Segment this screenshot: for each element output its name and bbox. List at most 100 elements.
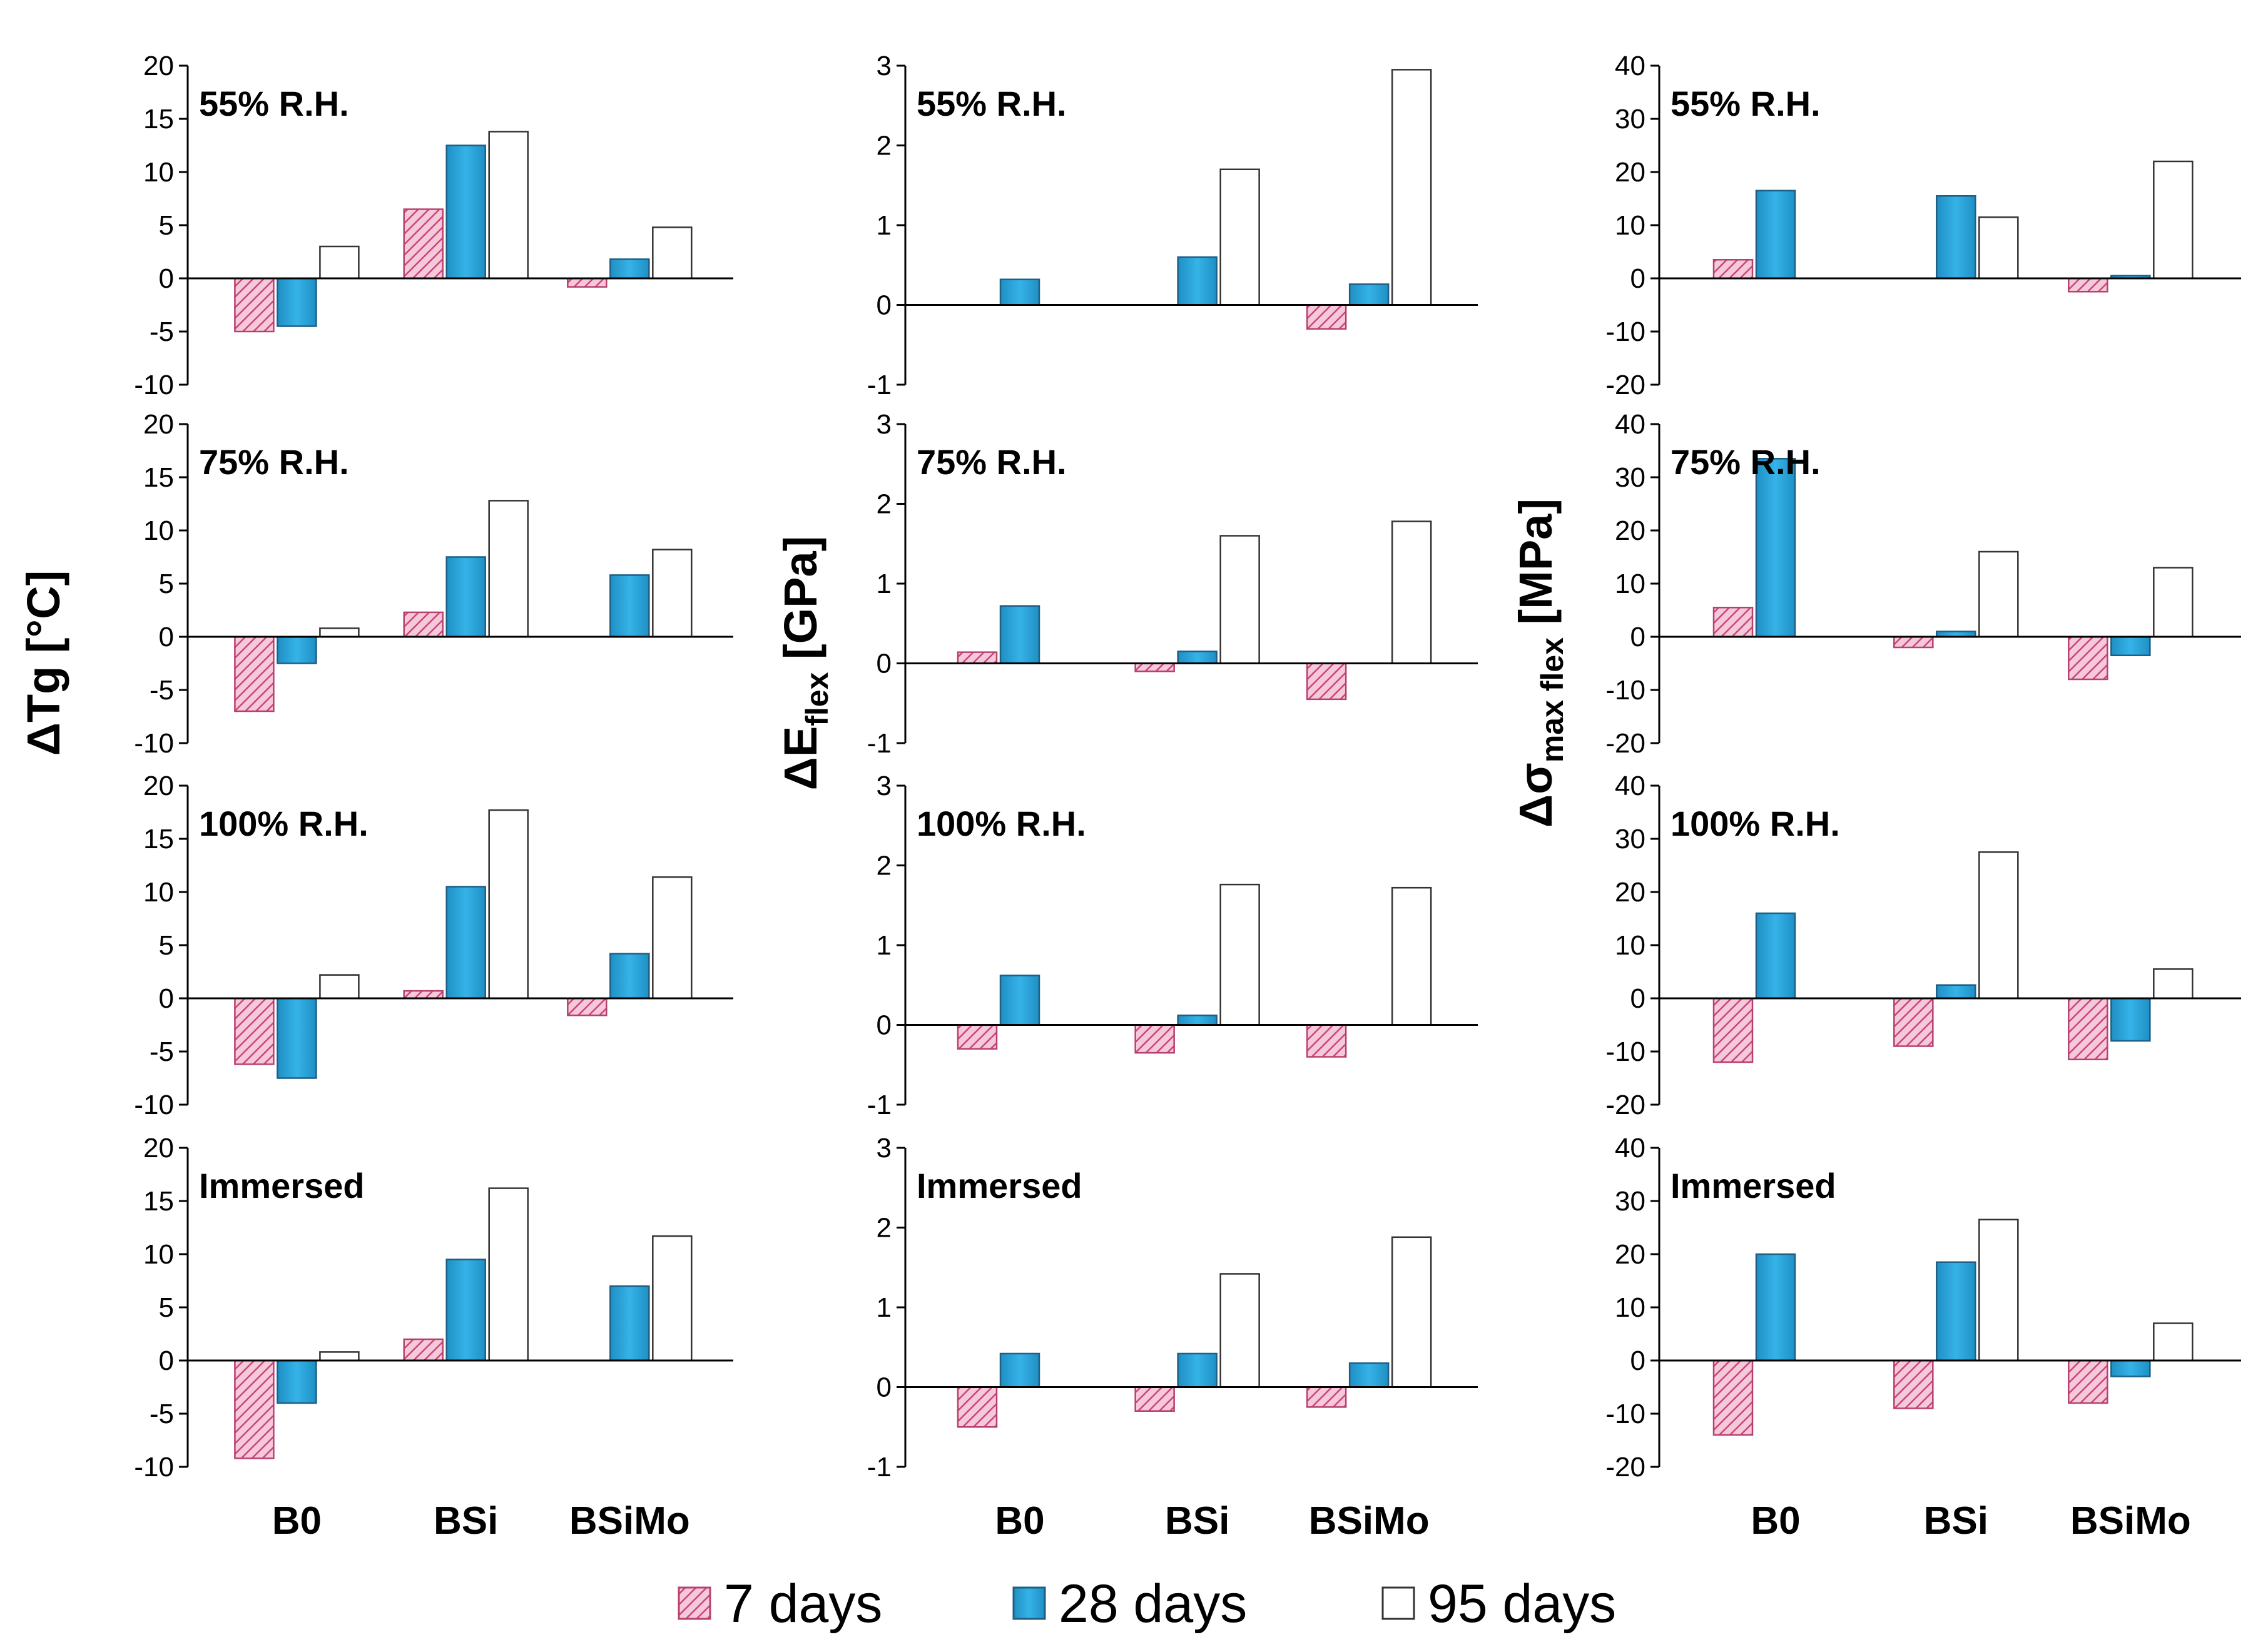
legend-item-7-days: 7 days [678, 1574, 882, 1634]
y-tick-label: 30 [1615, 104, 1645, 134]
y-tick-label: 0 [1630, 622, 1645, 652]
y-tick-label: -10 [1605, 1399, 1645, 1429]
y-tick-label: 10 [1615, 1292, 1645, 1323]
bar-95-days-BSiMo [1391, 69, 1432, 306]
bar-95-days-BSiMo [1391, 886, 1432, 1026]
bar-95-days-BSi [1978, 851, 2019, 1000]
bar-28-days-B0 [999, 605, 1040, 664]
bar-95-days-BSi [1978, 550, 2019, 638]
bar-95-days-BSiMo [2153, 567, 2194, 638]
y-tick-label: -20 [1605, 728, 1645, 759]
y-tick-label: -10 [134, 370, 174, 400]
bar-95-days-B0 [319, 974, 360, 1000]
bar-28-days-BSiMo [609, 1285, 650, 1362]
bar-7-days-BSi [1893, 997, 1934, 1047]
condition-label: 75% R.H. [199, 442, 349, 482]
y-tick-label: 10 [143, 515, 174, 546]
category-label: BSi [434, 1499, 498, 1543]
legend: 7 days 28 days 95 days [678, 1574, 1616, 1634]
bar-7-days-BSiMo [1306, 304, 1347, 330]
y-tick-label: -1 [867, 1090, 892, 1120]
y-tick-label: 0 [1630, 983, 1645, 1014]
y-tick-label: 5 [159, 569, 174, 599]
bar-28-days-BSiMo [1348, 283, 1390, 306]
bar-7-days-B0 [1712, 607, 1754, 638]
bar-28-days-B0 [277, 277, 317, 327]
bar-28-days-BSi [445, 886, 486, 1000]
y-tick-label: 20 [143, 51, 174, 81]
panel-3-3: -20 -10 0 10 20 30 40 100% R.H. [1605, 771, 2241, 1120]
y-tick-label: -1 [867, 370, 892, 400]
y-axis-title-subscript: flex [800, 672, 835, 726]
y-tick-label: 3 [877, 51, 892, 81]
bar-7-days-B0 [1712, 997, 1754, 1063]
y-axis-title: ΔTg [°C] [18, 570, 69, 756]
legend-label: 7 days [724, 1574, 882, 1634]
y-tick-label: 2 [877, 131, 892, 161]
category-label: BSi [1924, 1499, 1988, 1543]
legend-item-28-days: 28 days [1012, 1574, 1247, 1634]
y-tick-label: -5 [150, 1036, 174, 1067]
bar-95-days-BSiMo [652, 226, 693, 280]
bar-95-days-BSi [1219, 535, 1260, 664]
bar-7-days-BSi [403, 990, 444, 1000]
y-tick-label: 30 [1615, 824, 1645, 854]
panel-2-3: -1 0 1 2 3 100% R.H. [867, 771, 1478, 1120]
condition-label: 55% R.H. [1671, 84, 1821, 123]
bar-28-days-B0 [999, 1352, 1040, 1388]
y-axis-title-main: ΔE [775, 726, 826, 791]
y-tick-label: 40 [1615, 771, 1645, 801]
y-tick-label: 20 [1615, 515, 1645, 546]
bar-7-days-B0 [234, 997, 275, 1065]
y-tick-label: 10 [143, 877, 174, 908]
legend-label: 28 days [1059, 1574, 1247, 1634]
y-tick-label: -10 [134, 1090, 174, 1120]
bar-7-days-BSiMo [567, 277, 608, 288]
bar-95-days-BSi [1978, 1219, 2019, 1362]
bar-7-days-BSiMo [1306, 1024, 1347, 1058]
bar-95-days-BSiMo [1391, 1236, 1432, 1388]
bar-7-days-BSiMo [2068, 277, 2108, 293]
panel-3-4: -20 -10 0 10 20 30 40 Immersed [1605, 1133, 2241, 1482]
bar-7-days-BSiMo [2068, 1359, 2108, 1404]
bar-95-days-BSi [488, 809, 529, 1000]
bar-95-days-BSi [1219, 1273, 1260, 1388]
y-tick-label: 5 [159, 1292, 174, 1323]
bar-7-days-BSiMo [1306, 662, 1347, 701]
category-label: BSiMo [1309, 1499, 1430, 1543]
bar-7-days-B0 [957, 1024, 998, 1050]
y-tick-label: 10 [1615, 569, 1645, 599]
bar-28-days-BSi [1177, 1014, 1218, 1026]
bar-28-days-BSi [445, 556, 486, 638]
bar-95-days-BSi [488, 131, 529, 280]
y-axis-title-subscript: max flex [1535, 637, 1570, 763]
y-tick-label: 1 [877, 569, 892, 599]
bar-28-days-B0 [277, 997, 317, 1079]
bar-28-days-B0 [1755, 458, 1796, 638]
bar-95-days-BSiMo [2153, 968, 2194, 1000]
y-tick-label: 15 [143, 104, 174, 134]
bar-28-days-BSiMo [609, 258, 650, 280]
legend-swatch [1381, 1586, 1415, 1620]
y-tick-label: 0 [1630, 1345, 1645, 1376]
y-tick-label: -20 [1605, 370, 1645, 400]
condition-label: 75% R.H. [1671, 442, 1821, 482]
bar-7-days-BSi [1134, 662, 1175, 672]
bar-7-days-B0 [1712, 1359, 1754, 1436]
bar-7-days-BSiMo [1306, 1386, 1347, 1408]
y-tick-label: -10 [1605, 1036, 1645, 1067]
category-label: BSi [1165, 1499, 1229, 1543]
y-tick-label: -5 [150, 317, 174, 347]
condition-label: 100% R.H. [917, 804, 1086, 843]
y-tick-label: 0 [877, 290, 892, 321]
y-axis-title-main: ΔTg [°C] [18, 570, 69, 756]
bar-28-days-B0 [999, 278, 1040, 306]
y-tick-label: 10 [143, 1239, 174, 1270]
y-tick-label: 1 [877, 210, 892, 241]
panel-2-2: -1 0 1 2 3 75% R.H. [867, 409, 1478, 759]
condition-label: Immersed [199, 1166, 365, 1205]
category-label: B0 [1751, 1499, 1800, 1543]
y-tick-label: 15 [143, 1186, 174, 1217]
bar-7-days-B0 [1712, 259, 1754, 280]
y-axis-title-unit: [MPa] [1510, 499, 1562, 637]
